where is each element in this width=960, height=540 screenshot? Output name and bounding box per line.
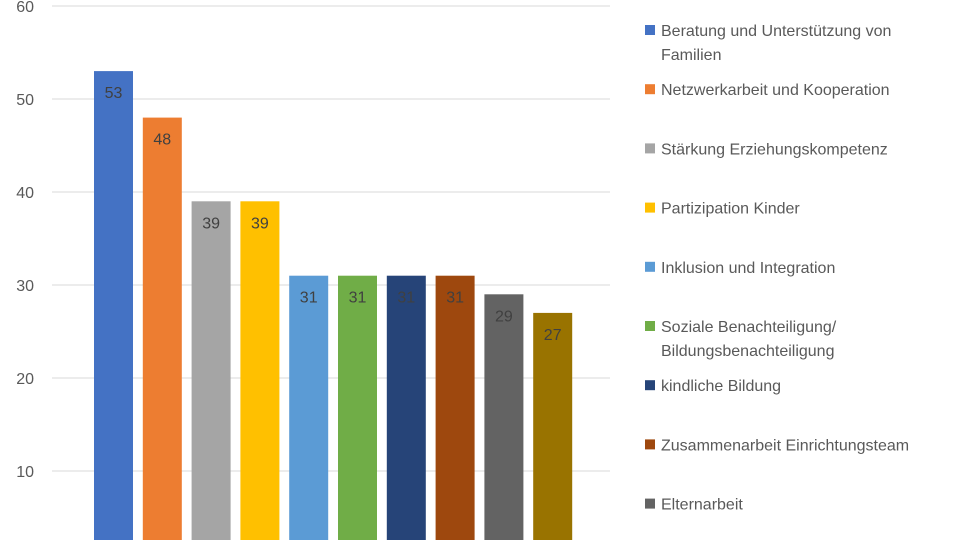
legend-swatch <box>645 84 655 95</box>
legend-label: Soziale Benachteiligung/Bildungsbenachte… <box>661 319 837 360</box>
legend-label: Stärkung Erziehungskompetenz <box>661 141 888 158</box>
y-tick-label: 30 <box>16 278 34 295</box>
data-label: 48 <box>153 132 171 149</box>
y-tick-label: 40 <box>16 185 34 202</box>
legend-label: kindliche Bildung <box>661 378 781 395</box>
legend-item: Stärkung Erziehungskompetenz <box>645 141 888 158</box>
bars <box>94 71 573 540</box>
data-label: 31 <box>446 290 464 307</box>
bar <box>338 275 377 540</box>
bar <box>191 201 231 540</box>
data-label: 39 <box>251 215 269 232</box>
legend-label: Partizipation Kinder <box>661 201 800 218</box>
y-axis-ticks: 10 20 30 40 50 60 <box>16 0 34 481</box>
legend-swatch <box>645 143 655 154</box>
bar <box>240 201 280 540</box>
legend-label: Beratung und Unterstützung von Familien <box>661 23 891 64</box>
data-label: 27 <box>544 327 562 344</box>
data-label: 31 <box>349 290 367 307</box>
data-label: 39 <box>202 215 220 232</box>
legend: Beratung und Unterstützung von Familien Ne… <box>645 23 909 514</box>
data-labels: 53 48 39 39 31 31 31 31 29 27 <box>105 85 562 344</box>
data-label: 53 <box>105 85 123 102</box>
bar <box>386 275 426 540</box>
legend-swatch <box>645 25 655 35</box>
gridlines <box>52 5 610 472</box>
legend-label: Zusammenarbeit Einrichtungsteam <box>661 437 909 454</box>
legend-swatch <box>645 321 655 331</box>
bar <box>435 275 475 540</box>
legend-swatch <box>645 261 655 272</box>
legend-swatch <box>645 202 655 213</box>
legend-item: Netzwerkarbeit und Kooperation <box>645 82 890 99</box>
legend-item: Beratung und Unterstützung von Familien <box>645 23 891 64</box>
legend-item: Inklusion und Integration <box>645 260 835 277</box>
y-tick-label: 60 <box>16 0 34 16</box>
legend-label: Netzwerkarbeit und Kooperation <box>661 82 890 99</box>
legend-swatch <box>645 498 655 509</box>
y-tick-label: 50 <box>16 92 34 109</box>
data-label: 31 <box>397 290 415 307</box>
legend-item: Elternarbeit <box>645 497 743 514</box>
bar <box>289 275 329 540</box>
legend-swatch <box>645 380 655 391</box>
legend-item: Partizipation Kinder <box>645 201 800 218</box>
data-label: 29 <box>495 308 513 325</box>
legend-item: Soziale Benachteiligung/Bildungsbenachte… <box>645 319 837 360</box>
legend-label: Inklusion und Integration <box>661 260 835 277</box>
legend-swatch <box>645 439 655 450</box>
bar <box>94 71 133 540</box>
legend-label: Elternarbeit <box>661 497 743 514</box>
bar <box>533 312 573 540</box>
legend-item: kindliche Bildung <box>645 378 781 395</box>
legend-item: Zusammenarbeit Einrichtungsteam <box>645 437 909 454</box>
bar <box>142 117 182 540</box>
y-tick-label: 20 <box>16 371 34 388</box>
data-label: 31 <box>300 290 318 307</box>
bar <box>484 294 524 540</box>
y-tick-label: 10 <box>16 464 34 481</box>
